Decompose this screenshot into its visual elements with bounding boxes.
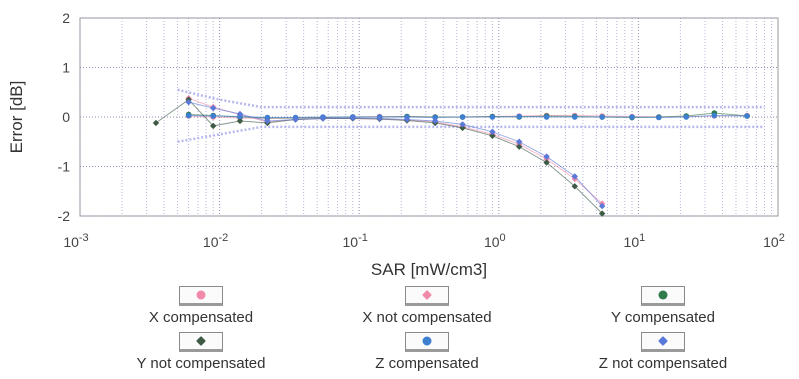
uncertainty-band	[177, 88, 765, 143]
data-point-y-not-compensated	[571, 183, 578, 190]
legend-swatch	[179, 332, 223, 352]
data-point-z-compensated	[655, 114, 662, 121]
data-point-y-not-compensated	[489, 132, 496, 140]
data-point-z-not-compensated	[459, 121, 466, 128]
data-point-z-not-compensated	[264, 117, 271, 125]
x-tick-label: 10-3	[63, 232, 88, 250]
lower-uncertainty-line	[177, 125, 765, 143]
diamond-marker-icon	[658, 336, 668, 346]
data-point-z-not-compensated	[210, 104, 217, 112]
legend-swatch	[405, 286, 449, 306]
data-point-z-compensated	[571, 114, 578, 120]
legend-label: X not compensated	[362, 309, 492, 326]
y-tick-label: 0	[62, 109, 70, 125]
y-tick-label: 1	[62, 60, 70, 76]
legend-item-z-not-compensated: Z not compensated	[548, 332, 778, 372]
data-point-z-compensated	[683, 114, 690, 120]
data-point-y-not-compensated	[236, 117, 244, 125]
data-point-y-not-compensated	[152, 119, 160, 127]
upper-uncertainty-line	[177, 88, 765, 109]
legend-item-x-compensated: X compensated	[86, 286, 316, 326]
data-point-z-not-compensated	[376, 115, 383, 122]
legend-item-y-not-compensated: Y not compensated	[86, 332, 316, 372]
x-tick-label: 101	[624, 232, 646, 250]
series-line-z-not-compensated	[188, 101, 603, 207]
legend: X compensated X not compensated Y compen…	[0, 286, 799, 378]
legend-swatch	[179, 286, 223, 306]
legend-label: Y not compensated	[136, 355, 266, 372]
data-point-z-not-compensated	[489, 128, 496, 136]
x-tick-labels: 10-3 10-2 10-1 100 101 102	[63, 232, 785, 250]
data-point-z-compensated	[432, 114, 438, 121]
legend-label: Z not compensated	[598, 355, 728, 372]
x-tick-label: 102	[763, 232, 785, 250]
data-point-z-compensated	[629, 114, 635, 120]
legend-swatch	[405, 332, 449, 352]
legend-swatch	[641, 286, 685, 306]
data-point-z-compensated	[711, 112, 718, 119]
y-axis-label: Error [dB]	[7, 81, 26, 154]
x-tick-label: 10-2	[203, 232, 228, 250]
diamond-marker-icon	[422, 290, 432, 300]
series-layer	[152, 94, 750, 217]
data-point-z-not-compensated	[292, 116, 299, 123]
legend-swatch	[641, 332, 685, 352]
data-point-z-not-compensated	[598, 202, 606, 210]
data-point-z-compensated	[516, 113, 522, 120]
circle-marker-icon	[658, 290, 668, 300]
data-point-z-not-compensated	[543, 153, 550, 160]
legend-item-y-compensated: Y compensated	[548, 286, 778, 326]
x-axis-label: SAR [mW/cm3]	[371, 260, 487, 279]
y-tick-labels: 2 1 0 -1 -2	[58, 10, 71, 224]
data-point-z-not-compensated	[403, 116, 411, 123]
data-point-y-not-compensated	[515, 143, 523, 150]
circle-marker-icon	[422, 336, 432, 346]
data-point-y-not-compensated	[210, 122, 217, 130]
legend-item-x-not-compensated: X not compensated	[312, 286, 542, 326]
x-tick-label: 100	[484, 232, 506, 250]
y-tick-label: -2	[58, 208, 71, 224]
data-point-z-compensated	[210, 113, 217, 119]
y-tick-label: 2	[62, 10, 70, 26]
data-point-z-compensated	[264, 114, 271, 121]
legend-label: Y compensated	[611, 309, 715, 326]
data-point-y-not-compensated	[543, 159, 550, 166]
data-point-z-not-compensated	[185, 98, 192, 106]
data-point-z-compensated	[599, 114, 605, 120]
data-point-z-compensated	[185, 112, 192, 119]
data-point-z-compensated	[543, 114, 550, 120]
circle-marker-icon	[196, 290, 206, 300]
chart: 10-3 10-2 10-1 100 101 102 210-1-2 SAR [mW/cm…	[7, 10, 785, 279]
diamond-marker-icon	[196, 336, 206, 346]
legend-label: X compensated	[148, 309, 254, 326]
data-point-z-compensated	[489, 114, 496, 120]
x-tick-label: 10-1	[343, 232, 368, 250]
data-point-z-not-compensated	[571, 173, 578, 180]
data-point-z-not-compensated	[236, 110, 244, 118]
y-tick-label: -1	[58, 159, 71, 175]
data-point-y-not-compensated	[598, 210, 606, 217]
data-point-y-not-compensated	[459, 124, 466, 132]
legend-item-z-compensated: Z compensated	[312, 332, 542, 372]
data-point-z-not-compensated	[515, 138, 523, 145]
data-point-z-not-compensated	[319, 115, 327, 122]
data-point-z-compensated	[459, 114, 466, 120]
data-point-z-not-compensated	[431, 117, 439, 125]
data-point-z-not-compensated	[349, 114, 357, 122]
data-point-z-compensated	[744, 113, 750, 119]
legend-label: Z compensated	[375, 355, 479, 372]
